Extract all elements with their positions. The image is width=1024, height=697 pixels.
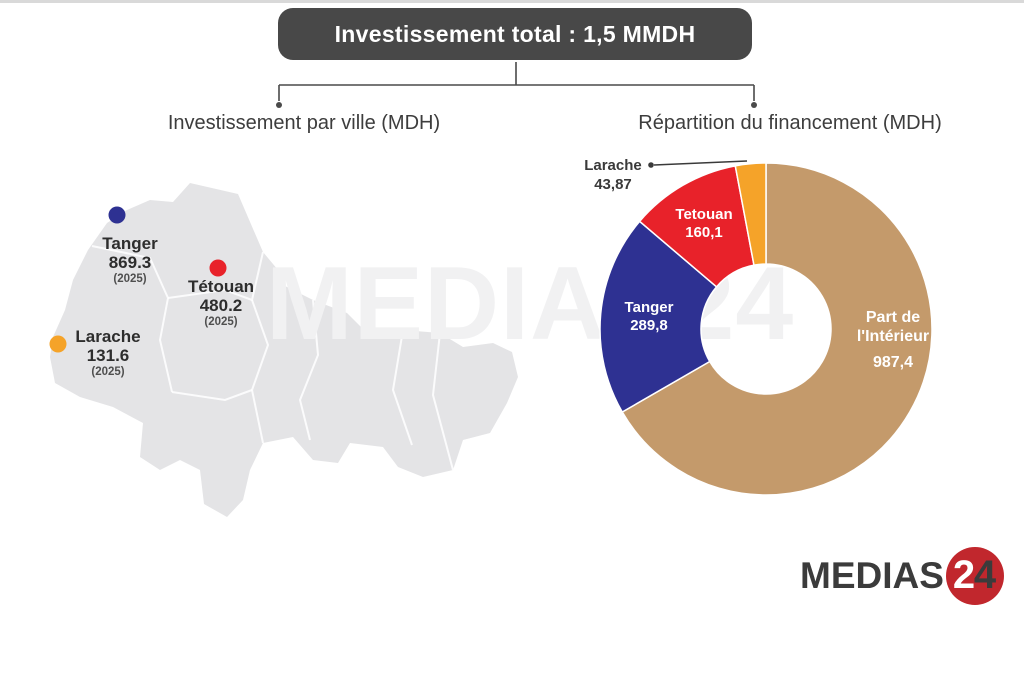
donut-label-interieur: Part de l'Intérieur 987,4 [833,308,953,372]
city-year: (2025) [204,316,238,328]
city-year: (2025) [113,273,147,285]
larache-leader-line [648,160,748,168]
city-year: (2025) [91,366,125,378]
donut-label-tanger: Tanger 289,8 [602,299,696,335]
city-name: Tanger [102,234,158,253]
donut-slice-tanger [599,220,718,414]
map-section-title: Investissement par ville (MDH) [167,112,441,134]
slice-name: Tetouan [675,206,733,223]
logo-badge: 2 4 [945,547,1004,605]
map-marker-tanger [108,206,126,224]
city-name: Tétouan [187,277,255,296]
donut-slice-larache [734,162,767,266]
province-borders [91,245,454,471]
donut-label-tetouan: Tetouan 160,1 [659,206,749,242]
region-shape [50,183,518,517]
logo-digit-4: 4 [973,553,997,597]
slice-name-line1: Part de [865,309,921,326]
map-marker-tetouan [209,259,227,277]
donut-section-title: Répartition du financement (MDH) [638,112,942,134]
branch-connector [278,62,755,101]
branch-dot-right [751,102,757,108]
total-investment-text: Investissement total : 1,5 MMDH [334,20,696,47]
top-divider-line [0,0,1024,3]
donut-label-larache: Larache 43,87 [573,156,653,194]
slice-value: 289,8 [630,317,668,334]
branch-dot-left [276,102,282,108]
map-label-tanger: Tanger 869.3 (2025) [85,234,175,286]
city-value: 480.2 [199,296,243,315]
slice-value: 43,87 [594,176,632,193]
medias24-logo: MEDIAS 2 4 [800,547,1015,605]
slice-name-line2: l'Intérieur [856,328,930,345]
slice-value: 987,4 [872,354,914,371]
map-marker-larache [49,335,67,353]
map-label-tetouan: Tétouan 480.2 (2025) [176,277,266,329]
donut-slice-part-de-l-int-rieur [621,162,933,496]
city-value: 869.3 [108,253,152,272]
logo-digit-2: 2 [952,553,976,597]
total-investment-banner: Investissement total : 1,5 MMDH [278,8,752,60]
slice-name: Tanger [624,299,674,316]
city-value: 131.6 [86,346,130,365]
logo-wordmark: MEDIAS [800,555,944,596]
map-label-larache: Larache 131.6 (2025) [63,327,153,379]
slice-value: 160,1 [685,224,723,241]
logo-badge-circle-icon [945,547,1004,605]
slice-name: Larache [584,157,642,174]
city-name: Larache [75,327,141,346]
